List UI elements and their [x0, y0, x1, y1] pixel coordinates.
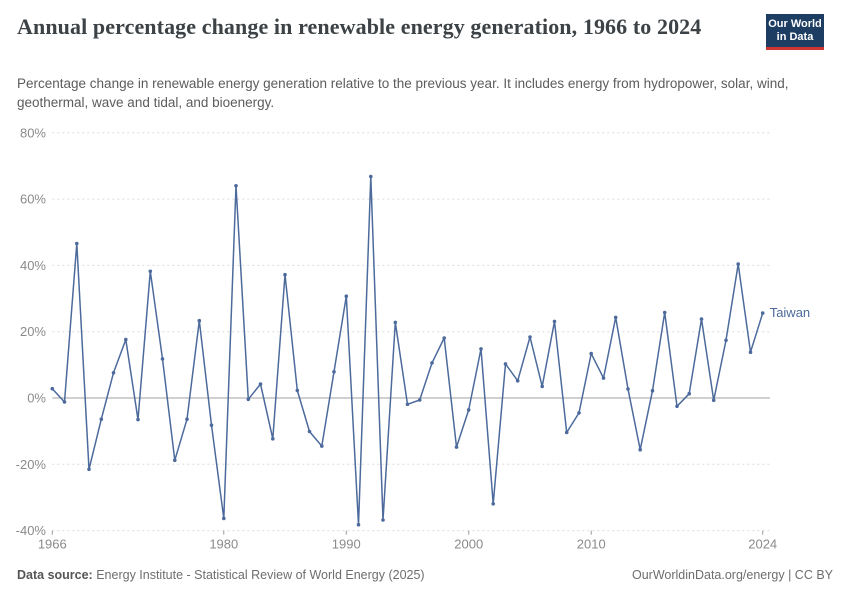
data-point-marker	[724, 338, 728, 343]
data-point-marker	[638, 447, 642, 452]
data-point-marker	[650, 388, 655, 393]
data-point-marker	[540, 384, 544, 389]
data-point-marker	[124, 337, 128, 342]
data-point-marker	[675, 404, 679, 409]
data-point-marker	[491, 502, 496, 506]
owid-logo-line2: in Data	[776, 31, 814, 43]
x-axis-tick-label: 2000	[454, 537, 483, 552]
data-point-marker	[50, 386, 55, 391]
x-axis-tick-label: 1980	[209, 537, 238, 552]
data-point-marker	[613, 315, 618, 320]
chart-subtitle: Percentage change in renewable energy ge…	[17, 76, 789, 110]
x-axis-tick-label: 2010	[577, 537, 606, 552]
y-axis-tick-label: -20%	[16, 457, 47, 472]
series-end-label: Taiwan	[770, 305, 810, 320]
data-point-marker	[662, 310, 667, 315]
owid-logo[interactable]: Our World in Data	[766, 14, 824, 50]
page-title: Annual percentage change in renewable en…	[17, 14, 702, 39]
data-point-marker	[577, 411, 581, 415]
data-point-marker	[405, 402, 410, 407]
x-axis-tick-label: 1966	[38, 537, 67, 552]
data-point-marker	[234, 184, 238, 188]
data-point-marker	[136, 417, 140, 422]
owid-logo-line1: Our World	[768, 18, 822, 30]
data-point-marker	[503, 362, 508, 366]
data-point-marker	[99, 417, 104, 422]
y-axis-tick-label: 80%	[20, 125, 46, 140]
data-point-marker	[295, 388, 300, 393]
data-point-marker	[271, 437, 275, 441]
x-axis-tick-label: 2024	[748, 537, 777, 552]
data-point-marker	[564, 430, 569, 435]
data-point-marker	[209, 423, 214, 428]
data-point-marker	[62, 400, 67, 404]
data-point-marker	[283, 272, 287, 277]
data-point-marker	[369, 174, 373, 179]
owid-url-license[interactable]: OurWorldinData.org/energy | CC BY	[631, 568, 833, 582]
data-point-marker	[344, 294, 349, 299]
y-axis-tick-label: 40%	[20, 258, 46, 273]
data-point-marker	[442, 336, 447, 340]
y-axis-tick-label: 60%	[20, 192, 46, 207]
data-point-marker	[356, 522, 361, 527]
data-point-marker	[381, 518, 385, 522]
y-axis-tick-label: -40%	[16, 523, 47, 538]
data-point-marker	[393, 320, 398, 325]
data-point-marker	[111, 371, 116, 375]
data-point-marker	[148, 269, 153, 274]
data-point-marker	[479, 347, 483, 351]
data-point-marker	[699, 317, 704, 321]
data-point-marker	[417, 398, 422, 402]
data-point-marker	[430, 361, 434, 365]
data-point-marker	[748, 350, 753, 355]
data-point-marker	[515, 379, 520, 383]
data-point-marker	[454, 445, 459, 449]
x-axis-tick-label: 1990	[332, 537, 361, 552]
data-point-marker	[601, 376, 606, 380]
data-point-marker	[173, 458, 177, 463]
data-point-marker	[258, 382, 263, 386]
data-point-marker	[760, 311, 765, 315]
data-point-marker	[197, 318, 202, 323]
data-point-marker	[589, 351, 593, 356]
data-point-marker	[246, 397, 251, 402]
data-point-marker	[687, 391, 691, 396]
data-source-note: Data source: Energy Institute - Statisti…	[17, 568, 425, 582]
data-point-marker	[552, 319, 557, 324]
y-axis-tick-label: 0%	[27, 391, 46, 406]
data-point-marker	[160, 357, 165, 361]
data-point-marker	[736, 262, 740, 266]
data-point-marker	[307, 429, 312, 434]
data-point-marker	[711, 398, 716, 403]
data-source-label: Data source:	[17, 568, 93, 582]
series-line-taiwan	[51, 175, 764, 526]
data-point-marker	[185, 417, 189, 422]
data-point-marker	[528, 335, 532, 339]
data-source-value: Energy Institute - Statistical Review of…	[92, 568, 425, 582]
data-point-marker	[222, 516, 226, 521]
y-axis-tick-label: 20%	[20, 324, 46, 339]
data-point-marker	[87, 467, 91, 472]
data-point-marker	[75, 241, 79, 246]
data-point-marker	[320, 444, 324, 448]
data-point-marker	[466, 408, 471, 412]
data-point-marker	[626, 387, 630, 391]
data-point-marker	[332, 370, 336, 374]
